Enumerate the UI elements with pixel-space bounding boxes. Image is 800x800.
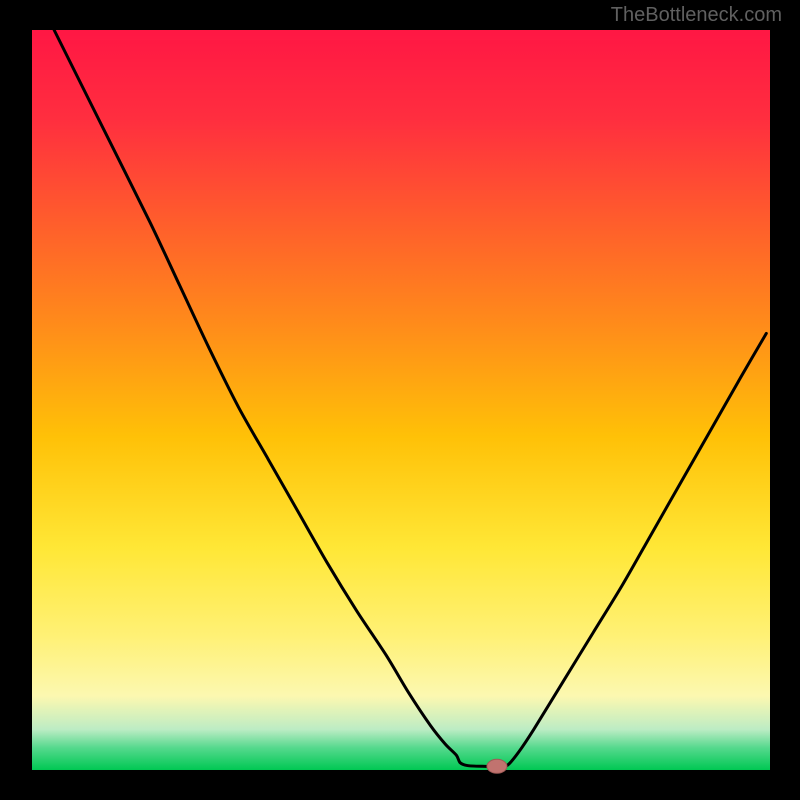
- minimum-marker: [487, 759, 507, 773]
- bottleneck-chart: [0, 0, 800, 800]
- chart-background: [32, 30, 770, 770]
- watermark-text: TheBottleneck.com: [611, 4, 782, 27]
